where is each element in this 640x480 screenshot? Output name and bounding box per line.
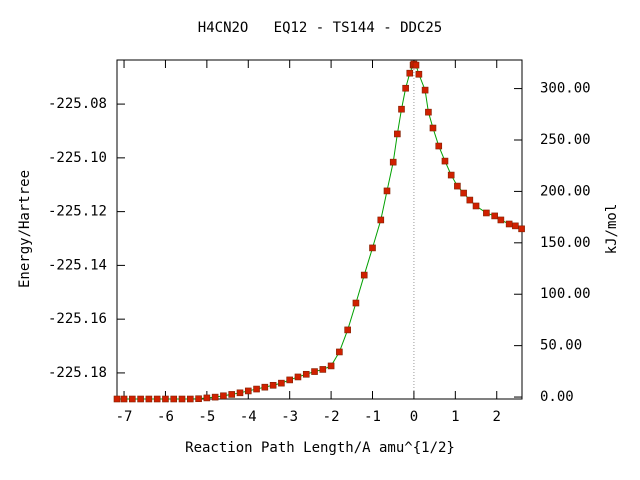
y2-tick-label: 0.00 bbox=[540, 389, 574, 405]
data-line bbox=[117, 63, 522, 400]
data-point bbox=[497, 216, 505, 224]
data-point bbox=[454, 182, 461, 190]
y-tick-label: -225.16 bbox=[48, 311, 107, 327]
data-point bbox=[447, 171, 455, 179]
data-point bbox=[429, 124, 437, 132]
data-point bbox=[327, 362, 335, 370]
data-point bbox=[211, 393, 219, 401]
data-point bbox=[352, 299, 360, 307]
x-tick-label: -4 bbox=[240, 409, 257, 425]
data-point bbox=[398, 105, 405, 113]
data-point bbox=[186, 395, 194, 403]
data-point bbox=[294, 373, 302, 381]
data-point bbox=[178, 395, 186, 403]
data-point bbox=[145, 395, 153, 403]
data-point bbox=[435, 142, 443, 150]
x-axis-label: Reaction Path Length/A amu^{1/2} bbox=[185, 440, 455, 456]
data-point bbox=[441, 157, 449, 165]
data-point bbox=[360, 271, 368, 279]
y2-tick-label: 50.00 bbox=[540, 338, 582, 354]
data-point bbox=[415, 70, 423, 78]
y-tick-label: -225.14 bbox=[48, 257, 107, 273]
data-point bbox=[505, 220, 513, 228]
data-point bbox=[466, 196, 474, 204]
data-point bbox=[377, 216, 385, 224]
data-point bbox=[421, 86, 429, 94]
data-point bbox=[425, 108, 432, 116]
y-tick-label: -225.12 bbox=[48, 204, 107, 220]
data-point bbox=[389, 158, 397, 166]
plot-frame bbox=[116, 59, 523, 400]
data-point bbox=[278, 379, 285, 387]
data-point bbox=[220, 392, 227, 400]
data-point bbox=[203, 394, 211, 402]
y2-tick-label: 250.00 bbox=[540, 132, 591, 148]
x-tick-label: 0 bbox=[410, 409, 418, 425]
x-tick-label: -2 bbox=[323, 409, 340, 425]
data-point bbox=[512, 222, 519, 230]
data-point bbox=[120, 395, 128, 403]
y-tick-label: -225.10 bbox=[48, 150, 107, 166]
data-point bbox=[253, 385, 260, 393]
data-point bbox=[137, 395, 144, 403]
data-point bbox=[228, 391, 236, 398]
data-point bbox=[472, 202, 480, 210]
data-point bbox=[113, 395, 121, 403]
data-point bbox=[129, 395, 136, 403]
data-point bbox=[369, 244, 376, 252]
data-point bbox=[170, 395, 178, 403]
data-point bbox=[344, 326, 351, 334]
y-axis-label: Energy/Hartree bbox=[17, 170, 33, 288]
data-point bbox=[286, 376, 293, 384]
chart-title: H4CN2O EQ12 - TS144 - DDC25 bbox=[198, 20, 442, 36]
x-tick-label: -6 bbox=[157, 409, 174, 425]
y2-axis-label: kJ/mol bbox=[604, 204, 620, 255]
data-point bbox=[319, 366, 327, 373]
data-point bbox=[483, 209, 490, 217]
y2-tick-label: 200.00 bbox=[540, 183, 591, 199]
data-point bbox=[236, 389, 244, 397]
y-tick-label: -225.08 bbox=[48, 96, 107, 112]
data-point bbox=[406, 69, 414, 77]
data-point bbox=[244, 387, 252, 395]
y2-tick-label: 100.00 bbox=[540, 286, 591, 302]
data-point bbox=[311, 368, 318, 375]
data-point bbox=[195, 395, 202, 403]
y-tick-label: -225.18 bbox=[48, 365, 107, 381]
x-tick-label: 2 bbox=[493, 409, 501, 425]
x-tick-label: -1 bbox=[364, 409, 381, 425]
data-point bbox=[269, 381, 277, 389]
x-tick-label: -5 bbox=[198, 409, 215, 425]
data-point bbox=[383, 187, 391, 195]
data-point bbox=[394, 130, 401, 138]
x-tick-label: -3 bbox=[281, 409, 298, 425]
y2-tick-label: 300.00 bbox=[540, 81, 591, 97]
data-point bbox=[336, 348, 343, 356]
data-point bbox=[518, 225, 525, 233]
y2-tick-label: 150.00 bbox=[540, 235, 591, 251]
data-point bbox=[460, 189, 467, 197]
data-point bbox=[261, 383, 269, 391]
x-tick-label: -7 bbox=[116, 409, 133, 425]
data-point bbox=[153, 395, 161, 403]
data-point bbox=[412, 61, 420, 69]
x-tick-label: 1 bbox=[451, 409, 459, 425]
data-point bbox=[302, 370, 310, 378]
data-point bbox=[162, 395, 169, 403]
data-point bbox=[491, 212, 498, 220]
data-point bbox=[402, 84, 409, 92]
